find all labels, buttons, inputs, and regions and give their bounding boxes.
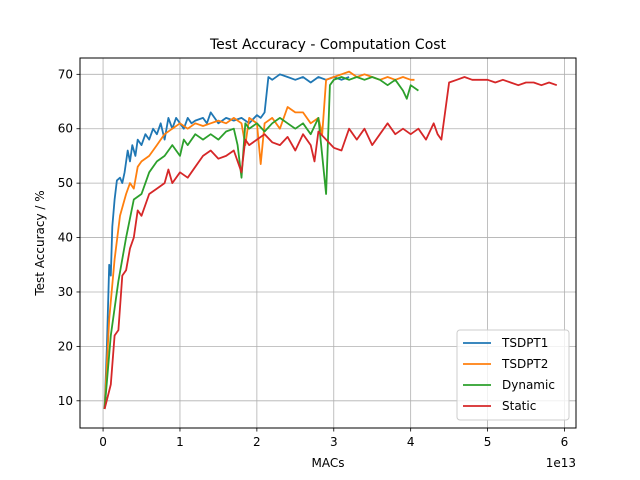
- y-tick-label: 50: [58, 176, 73, 190]
- x-axis-offset-label: 1e13: [546, 456, 576, 470]
- y-tick-label: 60: [58, 122, 73, 136]
- y-tick-label: 10: [58, 394, 73, 408]
- series-line-static: [103, 76, 558, 410]
- legend-label-dynamic: Dynamic: [502, 378, 555, 392]
- y-tick-label: 40: [58, 231, 73, 245]
- y-tick-label: 70: [58, 67, 73, 81]
- legend-frame: [456, 329, 570, 421]
- axis-ticks: 0 1 2 3 4 5 6 10 20 30 40 50 60 70: [58, 67, 569, 449]
- chart-title: Test Accuracy - Computation Cost: [209, 37, 447, 53]
- x-tick-label: 0: [99, 435, 107, 449]
- x-tick-label: 6: [561, 435, 569, 449]
- x-tick-label: 1: [176, 435, 184, 449]
- x-tick-label: 4: [407, 435, 415, 449]
- y-tick-label: 30: [58, 285, 73, 299]
- y-axis-label: Test Accuracy / %: [33, 190, 47, 296]
- legend: TSDPT1 TSDPT2 Dynamic Static: [456, 329, 570, 421]
- x-tick-label: 3: [330, 435, 338, 449]
- series-lines: [103, 70, 558, 410]
- series-line-tsdpt1: [103, 73, 350, 410]
- series-line-dynamic: [103, 76, 419, 410]
- y-tick-label: 20: [58, 339, 73, 353]
- x-tick-label: 2: [253, 435, 261, 449]
- legend-label-tsdpt1: TSDPT1: [501, 336, 548, 350]
- legend-label-static: Static: [502, 399, 536, 413]
- plot-frame: [79, 57, 577, 429]
- grid: [80, 58, 576, 428]
- x-tick-label: 5: [484, 435, 492, 449]
- x-axis-label: MACs: [312, 456, 345, 470]
- legend-label-tsdpt2: TSDPT2: [501, 357, 548, 371]
